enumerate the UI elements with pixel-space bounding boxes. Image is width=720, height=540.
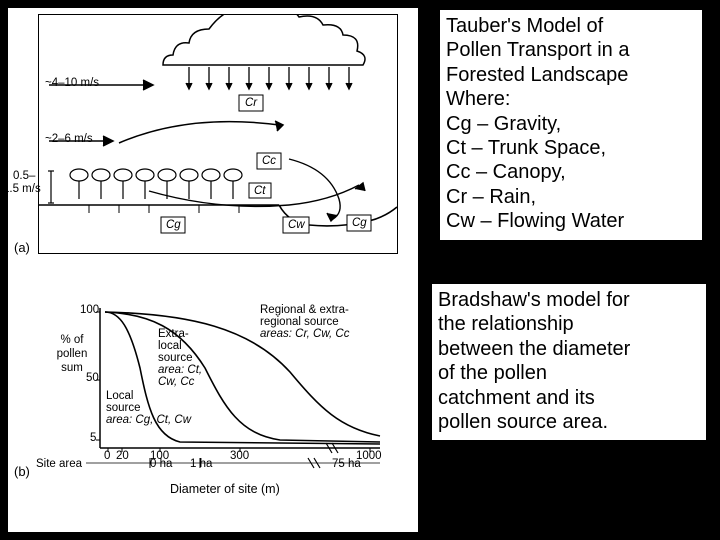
ta-l7: Cc – Canopy, bbox=[446, 161, 566, 183]
fa-ct: Ct bbox=[254, 185, 266, 197]
ta-l2: Pollen Transport in a bbox=[446, 39, 629, 61]
fb-loc2: source bbox=[106, 402, 141, 414]
fa-wind-slow2: 1.5 m/s bbox=[3, 183, 41, 195]
figure-b: 100 50 5 % of pollen sum 0 20 100 300 10… bbox=[50, 298, 400, 498]
fb-sitearea: Site area bbox=[36, 458, 82, 470]
tb-l5: catchment and its bbox=[438, 387, 595, 409]
ta-l6: Ct – Trunk Space, bbox=[446, 137, 606, 159]
fb-loc3: area: Cg, Ct, Cw bbox=[106, 414, 191, 426]
fb-ext3: source bbox=[158, 352, 193, 364]
fig-b-label: (b) bbox=[14, 464, 30, 479]
fb-reg1: Regional & extra- bbox=[260, 304, 349, 316]
tb-l1: Bradshaw's model for bbox=[438, 289, 630, 311]
fb-yl2: pollen bbox=[48, 348, 96, 360]
fig-a-svg bbox=[39, 15, 399, 255]
tb-l6: pollen source area. bbox=[438, 411, 608, 433]
fa-cg2: Cg bbox=[352, 217, 367, 229]
tb-l3: between the diameter bbox=[438, 338, 630, 360]
fa-wind-slow1: 0.5– bbox=[13, 170, 35, 182]
fb-x0: 0 bbox=[104, 450, 110, 462]
fb-75ha: 75 ha bbox=[332, 458, 361, 470]
fb-xlabel: Diameter of site (m) bbox=[170, 482, 280, 496]
fb-loc1: Local bbox=[106, 390, 134, 402]
figure-a: ~4–10 m/s ~2–6 m/s 0.5– 1.5 m/s Cr Cc Ct… bbox=[38, 14, 398, 254]
fb-y5: 5 bbox=[90, 432, 96, 444]
fb-y100: 100 bbox=[80, 304, 99, 316]
caption-bradshaw: Bradshaw's model for the relationship be… bbox=[432, 284, 706, 440]
tb-l2: the relationship bbox=[438, 313, 574, 335]
caption-tauber: Tauber's Model of Pollen Transport in a … bbox=[440, 10, 702, 240]
ta-l3: Forested Landscape bbox=[446, 64, 628, 86]
fb-ext4: area: Ct, bbox=[158, 364, 202, 376]
tb-l4: of the pollen bbox=[438, 362, 547, 384]
fa-cr: Cr bbox=[245, 97, 257, 109]
fb-ext1: Extra- bbox=[158, 328, 189, 340]
fb-x20: 20 bbox=[116, 450, 129, 462]
slide-root: Tauber's Model of Pollen Transport in a … bbox=[0, 0, 720, 540]
fa-wind-fast: ~4–10 m/s bbox=[45, 77, 99, 89]
fa-cw: Cw bbox=[288, 219, 305, 231]
fb-0ha: 0 ha bbox=[150, 458, 172, 470]
fa-cc: Cc bbox=[262, 155, 276, 167]
ta-l5: Cg – Gravity, bbox=[446, 113, 561, 135]
fb-yl3: sum bbox=[48, 362, 96, 374]
fb-x300: 300 bbox=[230, 450, 249, 462]
fa-cg: Cg bbox=[166, 219, 181, 231]
ta-l9: Cw – Flowing Water bbox=[446, 210, 624, 232]
ta-l8: Cr – Rain, bbox=[446, 186, 536, 208]
figure-area: (a) bbox=[8, 8, 418, 532]
fb-yl1: % of bbox=[48, 334, 96, 346]
ta-l4: Where: bbox=[446, 88, 510, 110]
fb-reg2: regional source bbox=[260, 316, 339, 328]
fb-1ha: 1 ha bbox=[190, 458, 212, 470]
fb-ext5: Cw, Cc bbox=[158, 376, 194, 388]
fig-a-label: (a) bbox=[14, 240, 30, 255]
fb-reg3: areas: Cr, Cw, Cc bbox=[260, 328, 349, 340]
fa-wind-med: ~2–6 m/s bbox=[45, 133, 93, 145]
ta-l1: Tauber's Model of bbox=[446, 15, 603, 37]
fb-ext2: local bbox=[158, 340, 182, 352]
